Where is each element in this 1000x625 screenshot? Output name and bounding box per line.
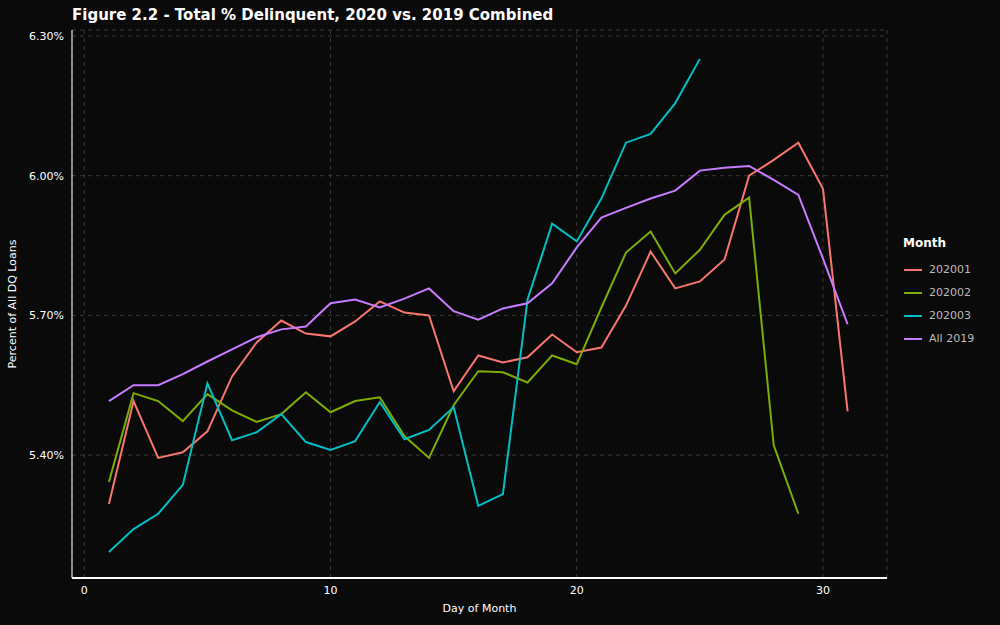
- html-text:All 2019: All 2019: [929, 332, 975, 345]
- html-text:Figure 2.2 - Total % Delinquen: Figure 2.2 - Total % Delinquent, 2020 vs…: [72, 6, 554, 24]
- html-text:202001: 202001: [929, 263, 971, 276]
- svg-text:20: 20: [570, 584, 584, 597]
- svg-text:Percent of All DQ Loans: Percent of All DQ Loans: [8, 239, 19, 368]
- svg-text:30: 30: [816, 584, 830, 597]
- svg-text:6.00%: 6.00%: [29, 170, 64, 183]
- svg-text:Day of Month: Day of Month: [443, 602, 517, 615]
- svg-text:5.70%: 5.70%: [29, 309, 64, 322]
- html-text:202002: 202002: [929, 286, 971, 299]
- svg-text:5.40%: 5.40%: [29, 449, 64, 462]
- html-text:Month: Month: [903, 236, 946, 250]
- html-text:202003: 202003: [929, 309, 971, 322]
- svg-text:0: 0: [81, 584, 88, 597]
- svg-text:6.30%: 6.30%: [29, 30, 64, 43]
- svg-text:10: 10: [324, 584, 338, 597]
